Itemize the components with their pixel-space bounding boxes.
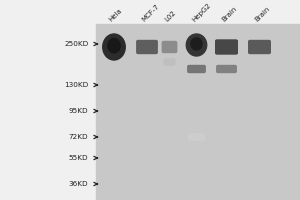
Text: Brain: Brain: [221, 6, 238, 23]
Text: 95KD: 95KD: [69, 108, 88, 114]
FancyBboxPatch shape: [188, 66, 205, 72]
Bar: [96, 24, 300, 200]
Text: L02: L02: [164, 10, 177, 23]
Text: 250KD: 250KD: [64, 41, 88, 47]
Text: HepG2: HepG2: [191, 2, 212, 23]
FancyBboxPatch shape: [249, 40, 270, 53]
Text: Hela: Hela: [108, 8, 124, 23]
Text: MCF-7: MCF-7: [141, 3, 161, 23]
FancyBboxPatch shape: [162, 42, 177, 52]
Text: 55KD: 55KD: [69, 155, 88, 161]
Text: Brain: Brain: [254, 6, 271, 23]
Ellipse shape: [186, 34, 207, 56]
FancyBboxPatch shape: [164, 59, 175, 65]
Text: 36KD: 36KD: [69, 181, 88, 187]
Text: 72KD: 72KD: [69, 134, 88, 140]
FancyBboxPatch shape: [216, 40, 237, 54]
Ellipse shape: [108, 39, 120, 53]
FancyBboxPatch shape: [217, 66, 236, 72]
FancyBboxPatch shape: [189, 134, 204, 140]
Ellipse shape: [191, 38, 202, 50]
Text: 130KD: 130KD: [64, 82, 88, 88]
FancyBboxPatch shape: [137, 40, 157, 53]
Ellipse shape: [103, 34, 125, 60]
